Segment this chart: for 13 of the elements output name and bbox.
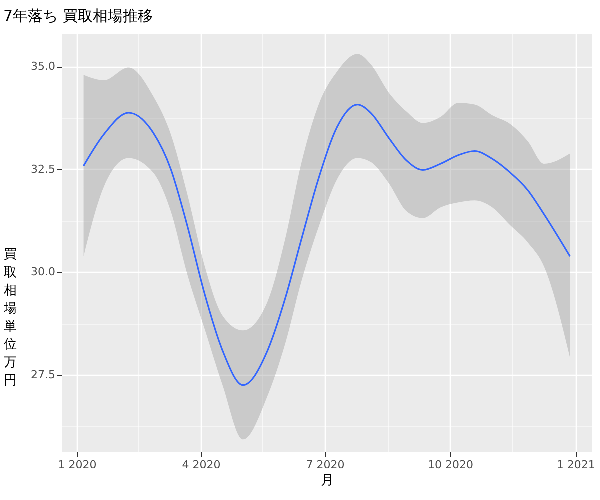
y-tick-label: 27.5: [31, 368, 56, 382]
x-tick-label: 10 2020: [428, 458, 474, 472]
x-tick-label: 7 2020: [306, 458, 345, 472]
y-axis-title: 買取相場単位万円: [3, 248, 17, 388]
x-tick-label: 1 2021: [556, 458, 596, 472]
x-tick-label: 1 2020: [58, 458, 97, 472]
chart-title: 7年落ち 買取相場推移: [4, 7, 153, 25]
line-series: [83, 104, 571, 386]
y-tick-label: 35.0: [31, 60, 56, 73]
y-tick-label: 32.5: [31, 162, 56, 176]
y-tick-label: 30.0: [31, 266, 56, 279]
x-axis-title: 月: [321, 474, 334, 488]
x-tick-label: 4 2020: [182, 458, 221, 472]
